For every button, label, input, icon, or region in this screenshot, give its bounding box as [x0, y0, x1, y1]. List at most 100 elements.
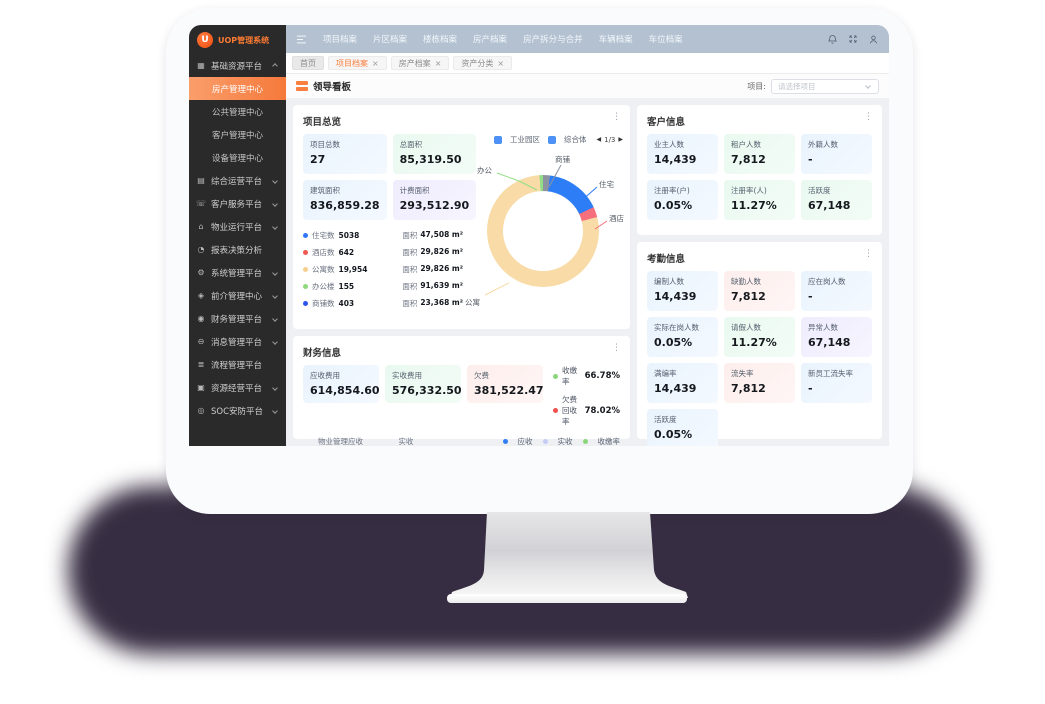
donut-connector-lines [484, 164, 608, 296]
hamburger-icon[interactable] [296, 35, 307, 44]
sidebar: U UOP管理系统 ▦ 基础资源平台 房产管理中心 公共管理中心 客户管理中心 … [189, 25, 286, 446]
rate-row: 收缴率 66.78% [553, 365, 620, 387]
stat-tile: 活跃度 67,148 [801, 180, 872, 220]
sidebar-item-operations[interactable]: ▤ 综合运营平台 [189, 169, 286, 192]
tab-asset-category[interactable]: 资产分类 × [453, 56, 513, 70]
legend-row: 公寓数 19,954 面积 29,826 m² [303, 261, 463, 278]
sidebar-item-pre-intro[interactable]: ◈ 前介管理中心 [189, 284, 286, 307]
sidebar-item-property-operation[interactable]: ⌂ 物业运行平台 [189, 215, 286, 238]
close-icon[interactable]: × [434, 58, 442, 68]
user-icon[interactable] [868, 34, 879, 45]
stat-tile: 实际在岗人数 0.05% [647, 317, 718, 357]
coin-icon: ◉ [197, 314, 205, 323]
project-select[interactable]: 请选择项目 [771, 78, 879, 94]
card-title: 考勤信息 [647, 254, 686, 265]
sidebar-item-message[interactable]: ⊖ 消息管理平台 [189, 330, 286, 353]
stat-tile: 应在岗人数 - [801, 271, 872, 311]
sidebar-item-device-mgmt[interactable]: 设备管理中心 [212, 153, 264, 164]
sidebar-item-report-analysis[interactable]: ◔ 报表决策分析 [197, 245, 263, 256]
topnav-tab-vehicle[interactable]: 车辆档案 [598, 35, 633, 45]
sidebar-item-public-mgmt[interactable]: 公共管理中心 [212, 107, 264, 118]
close-icon[interactable]: × [497, 58, 505, 68]
legend-square-icon [547, 135, 556, 144]
sidebar-item-soc-security[interactable]: ◎ SOC安防平台 [189, 399, 286, 422]
sidebar-item-customer-service[interactable]: ☏ 客户服务平台 [189, 192, 286, 215]
top-navbar: 项目档案 片区档案 楼栋档案 房产档案 房产拆分与合并 车辆档案 车位档案 [286, 25, 889, 53]
card-customer-info: 客户信息 ⋮ 业主人数 14,439 租户人数 7,812 [637, 105, 882, 235]
main-area: 项目档案 片区档案 楼栋档案 房产档案 房产拆分与合并 车辆档案 车位档案 [286, 25, 889, 446]
stat-tile: 计费面积 293,512.90 [392, 180, 477, 220]
app-window: U UOP管理系统 ▦ 基础资源平台 房产管理中心 公共管理中心 客户管理中心 … [189, 25, 889, 446]
legend-dot [303, 284, 308, 289]
chart-legend-label[interactable]: 收缴率 [597, 437, 621, 446]
topnav-tab-parking[interactable]: 车位档案 [648, 35, 683, 45]
list-icon: ≣ [197, 360, 205, 369]
dashboard-content: 项目总览 ⋮ 项目总数 27 总面积 [286, 98, 889, 446]
stat-tile: 外籍人数 - [801, 134, 872, 174]
stat-tile: 活跃度 0.05% [647, 409, 718, 446]
topnav-tab-split-merge[interactable]: 房产拆分与合并 [523, 35, 583, 45]
project-select-label: 项目: [747, 81, 766, 91]
sidebar-item-workflow[interactable]: ≣ 流程管理平台 [197, 360, 263, 371]
legend-dot [303, 250, 308, 255]
rate-row: 欠费回收率 78.02% [553, 394, 620, 427]
tab-home[interactable]: 首页 [292, 56, 324, 70]
legend-dot [303, 233, 308, 238]
chevron-up-icon [272, 62, 278, 69]
sidebar-item-resource-operation[interactable]: ▣ 资源经营平台 [189, 376, 286, 399]
legend-dot [502, 439, 508, 444]
kebab-menu-icon[interactable]: ⋮ [864, 112, 873, 122]
stat-tile: 项目总数 27 [303, 134, 387, 174]
stat-tile: 欠费 381,522.47 [467, 365, 544, 403]
stat-tile: 注册率(人) 11.27% [724, 180, 795, 220]
stat-tile: 建筑面积 836,859.28 [303, 180, 387, 220]
kebab-menu-icon[interactable]: ⋮ [612, 112, 621, 122]
pager-prev-icon[interactable]: ◀ [596, 136, 602, 143]
chevron-down-icon [272, 407, 278, 414]
sidebar-item-base-resource[interactable]: ▦ 基础资源平台 [189, 54, 286, 77]
finance-bar-chart: 应收 实收 收缴率 700000 [443, 436, 620, 446]
fullscreen-icon[interactable] [848, 34, 858, 44]
donut-legend-label[interactable]: 综合体 [563, 135, 587, 144]
sidebar-item-finance[interactable]: ◉ 财务管理平台 [189, 307, 286, 330]
legend-row: 办公楼 155 面积 91,639 m² [303, 278, 463, 295]
topnav-tab-project[interactable]: 项目档案 [323, 35, 358, 45]
bell-icon[interactable] [827, 34, 838, 45]
legend-row: 酒店数 642 面积 29,826 m² [303, 244, 463, 261]
stat-tile: 异常人数 67,148 [801, 317, 872, 357]
kebab-menu-icon[interactable]: ⋮ [864, 249, 873, 259]
donut-label: 办公 [477, 166, 492, 175]
legend-row: 住宅数 5038 面积 47,508 m² [303, 227, 463, 244]
topnav-tab-district[interactable]: 片区档案 [373, 35, 408, 45]
legend-dot [303, 267, 308, 272]
card-title: 客户信息 [647, 117, 686, 128]
tab-estate-archive[interactable]: 房产档案 × [390, 56, 450, 70]
chart-legend-label[interactable]: 应收 [517, 437, 533, 446]
legend-dot [553, 373, 558, 379]
sidebar-item-customer-mgmt[interactable]: 客户管理中心 [212, 130, 264, 141]
legend-dot [553, 408, 558, 413]
monitor-stand-neck [450, 512, 688, 598]
close-icon[interactable]: × [372, 58, 379, 68]
donut-legend-label[interactable]: 工业园区 [509, 135, 540, 144]
app-logo[interactable]: U UOP管理系统 [189, 25, 286, 54]
kebab-menu-icon[interactable]: ⋮ [612, 343, 621, 353]
sidebar-item-property-mgmt[interactable]: 房产管理中心 [189, 77, 286, 100]
stat-tile: 注册率(户) 0.05% [647, 180, 718, 220]
chevron-down-icon [272, 384, 278, 391]
stat-tile: 满编率 14,439 [647, 363, 718, 403]
overview-legend-list: 住宅数 5038 面积 47,508 m² 酒店数 642 [303, 227, 463, 312]
chevron-down-icon [272, 200, 278, 207]
headset-icon: ☏ [196, 199, 207, 208]
topnav-tab-building[interactable]: 楼栋档案 [423, 35, 458, 45]
monitor-stand-base [447, 594, 687, 603]
topnav-tab-estate[interactable]: 房产档案 [473, 35, 508, 45]
legend-dot [582, 439, 588, 444]
tab-project-archive[interactable]: 项目档案 × [328, 56, 387, 70]
sidebar-item-system-mgmt[interactable]: ⚙ 系统管理平台 [189, 261, 286, 284]
pager-next-icon[interactable]: ▶ [618, 136, 623, 143]
chart-legend-label[interactable]: 实收 [557, 437, 573, 446]
stat-tile: 总面积 85,319.50 [392, 134, 477, 174]
page-header: 领导看板 项目: 请选择项目 [286, 74, 889, 98]
